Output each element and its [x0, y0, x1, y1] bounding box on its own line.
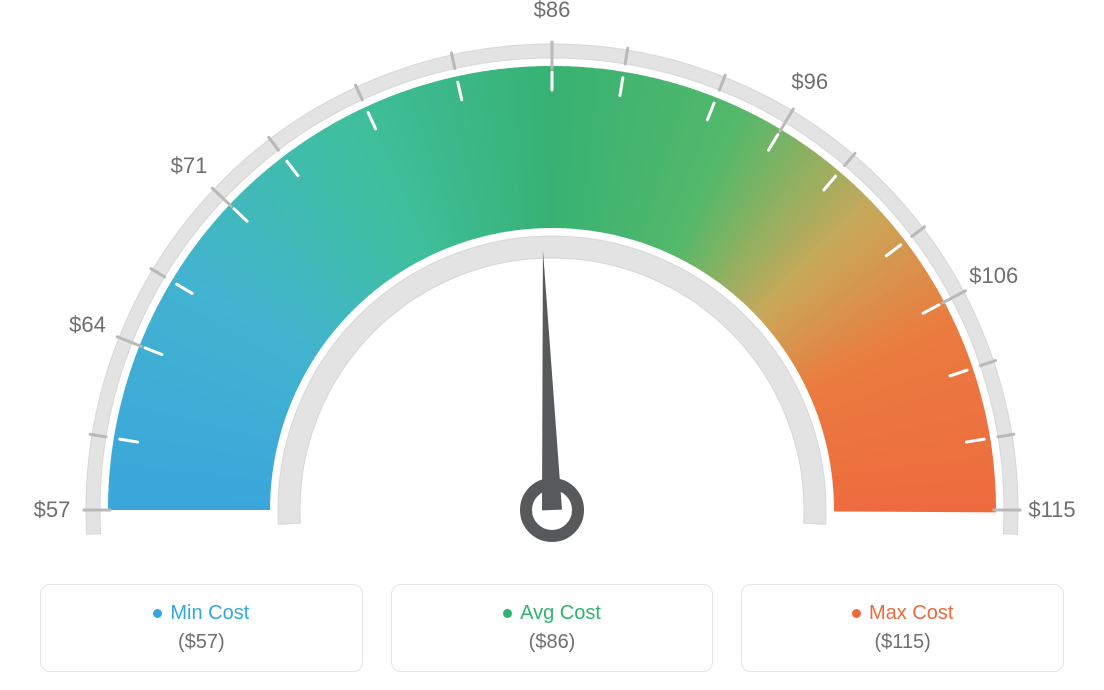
legend-max-value: ($115) — [875, 631, 931, 654]
gauge-tick-label: $71 — [171, 153, 208, 179]
gauge-tick-label: $96 — [791, 69, 828, 95]
legend-dot-icon — [852, 609, 861, 618]
gauge-tick-label: $64 — [69, 312, 106, 338]
legend-min-label: Min Cost — [170, 602, 249, 625]
legend-dot-icon — [153, 609, 162, 618]
legend-avg-label: Avg Cost — [520, 602, 601, 625]
gauge-tick-label: $57 — [34, 497, 71, 523]
gauge-tick-label: $106 — [969, 263, 1018, 289]
legend-avg-value: ($86) — [529, 631, 576, 654]
gauge-chart: $57 $64 $71 $86 $96 $106 $115 — [0, 0, 1104, 560]
gauge-svg — [0, 0, 1104, 560]
legend-title-min: Min Cost — [153, 602, 249, 625]
gauge-tick-label: $115 — [1028, 497, 1075, 523]
legend-max-label: Max Cost — [869, 602, 953, 625]
legend-card-min: Min Cost ($57) — [40, 584, 363, 672]
legend-min-value: ($57) — [178, 631, 225, 654]
legend-card-avg: Avg Cost ($86) — [391, 584, 714, 672]
legend-row: Min Cost ($57) Avg Cost ($86) Max Cost (… — [0, 584, 1104, 672]
legend-card-max: Max Cost ($115) — [741, 584, 1064, 672]
legend-title-avg: Avg Cost — [503, 602, 601, 625]
legend-dot-icon — [503, 609, 512, 618]
legend-title-max: Max Cost — [852, 602, 953, 625]
gauge-tick-label: $86 — [534, 0, 571, 23]
